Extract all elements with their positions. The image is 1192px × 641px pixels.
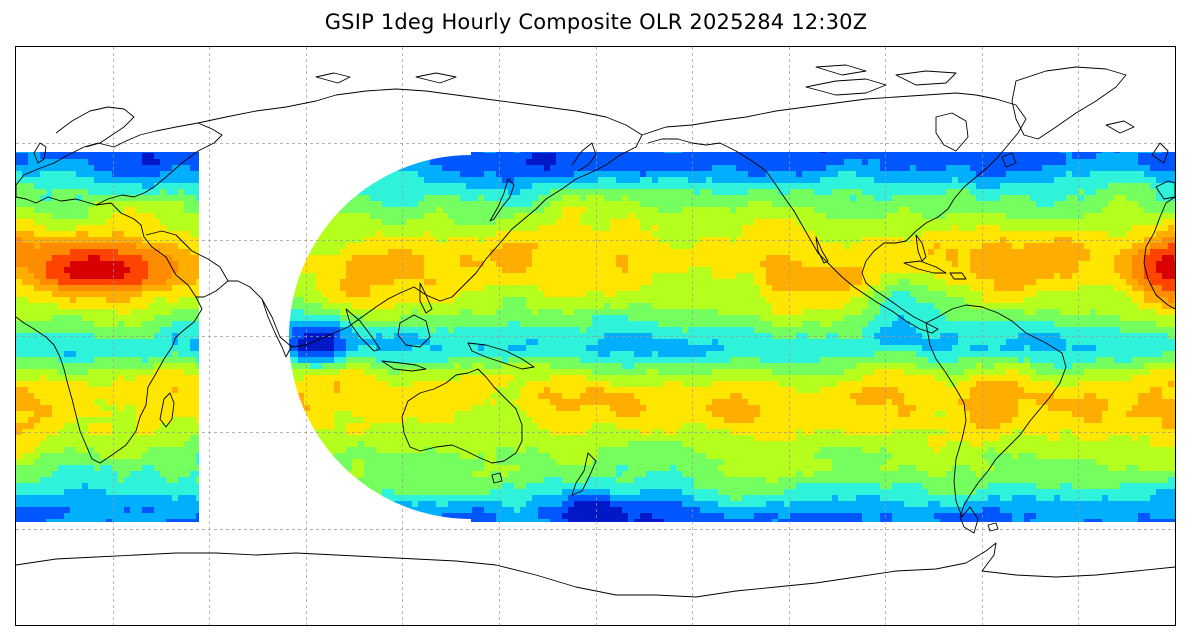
coastline-south-america [925,304,1067,534]
coastline-florida [915,234,927,262]
coastline-baja [815,236,829,264]
coastline-africa [16,196,203,464]
coastline-australia [401,368,523,464]
coastline-borneo [397,314,431,348]
map-frame [15,46,1176,626]
coastline-japan [489,178,515,222]
olr-map [16,47,1175,625]
coastline-cuba [903,260,947,274]
coastline-hudson [935,112,969,152]
coastline-philippines [419,282,433,314]
map-title: GSIP 1deg Hourly Composite OLR 2025284 1… [324,10,868,34]
coastline-siberia-islands [315,72,457,84]
coastline-kamchatka [571,142,597,172]
coastline-new-guinea [467,342,535,370]
coastline-sumatra [345,308,381,352]
coastline-west-africa [1143,196,1175,310]
coastline-antarctica [16,542,1175,598]
coastline-iceland [1105,120,1135,134]
coastline-falklands [987,522,999,532]
coastline-north-america [641,92,1027,334]
coastline-new-zealand [571,452,597,496]
coastline-newfoundland [1001,152,1017,168]
coastline-tasmania [491,472,503,484]
coastline-asia [197,88,643,348]
coastline-britain [33,142,47,164]
coastline-arabia [145,230,229,298]
coastline-europe [16,122,223,206]
coastline-madagascar [159,392,175,428]
coastline-india [261,298,293,358]
coastline-uk-east [1151,142,1169,164]
coastlines [16,64,1175,598]
coastline-iberia [1155,180,1175,200]
olr-field [16,152,1175,522]
coastline-hispaniola [949,272,967,280]
gridlines [16,47,1175,625]
coastline-scandinavia [55,106,135,148]
coastline-canadian-arctic [805,64,957,96]
coastline-greenland [1011,66,1127,140]
coastline-java [381,360,427,372]
